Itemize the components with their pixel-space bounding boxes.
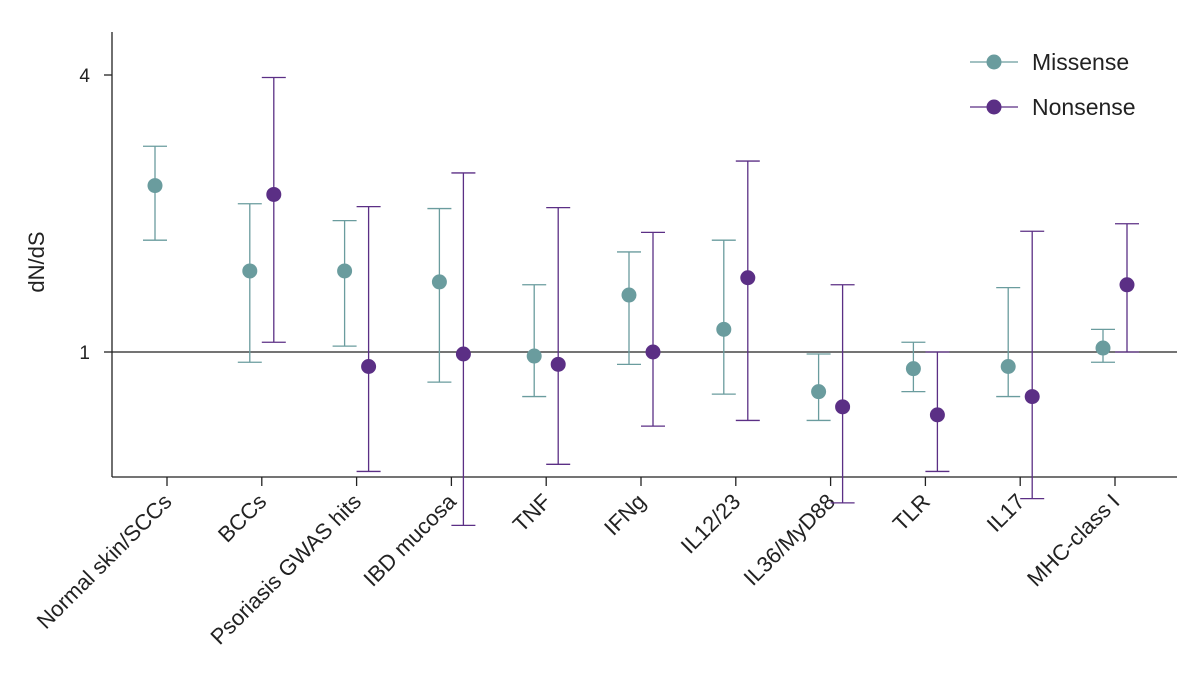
missense-point (526, 348, 542, 364)
nonsense-point (1024, 389, 1040, 405)
missense-point (431, 274, 447, 290)
legend-missense-label: Missense (1032, 49, 1129, 75)
missense-point (905, 361, 921, 377)
x-tick-label: IL12/23 (676, 489, 746, 559)
nonsense-point (550, 356, 566, 372)
x-tick-label: TNF (508, 489, 556, 537)
x-tick-label: TLR (888, 489, 935, 536)
missense-point (716, 321, 732, 337)
nonsense-point (361, 359, 377, 375)
legend-nonsense-marker (986, 99, 1002, 115)
y-tick-label: 1 (79, 343, 90, 364)
missense-point (147, 178, 163, 194)
missense-point (242, 263, 258, 279)
x-tick-label: IL17 (982, 489, 1030, 537)
x-tick-label: IL36/MyD88 (739, 489, 841, 591)
legend-missense-marker (986, 54, 1002, 70)
x-tick-label: IFNg (599, 489, 650, 540)
nonsense-point (740, 270, 756, 286)
missense-point (811, 384, 827, 400)
nonsense-point (929, 407, 945, 423)
missense-point (621, 287, 637, 303)
nonsense-point (645, 344, 661, 360)
x-tick-label: BCCs (213, 489, 271, 547)
data-marks (143, 76, 1139, 526)
missense-point (1095, 340, 1111, 356)
nonsense-point (1119, 277, 1135, 293)
missense-point (1000, 359, 1016, 375)
legend: Missense Nonsense (970, 49, 1136, 120)
x-tick-label: Normal skin/SCCs (32, 489, 177, 634)
x-tick-label: IBD mucosa (359, 488, 462, 591)
y-tick-label: 4 (79, 66, 90, 87)
nonsense-point (266, 186, 282, 202)
y-axis-title: dN/dS (24, 231, 49, 292)
x-tick-label: MHC-class I (1022, 489, 1124, 591)
nonsense-point (455, 346, 471, 362)
missense-point (337, 263, 353, 279)
legend-nonsense-label: Nonsense (1032, 94, 1136, 120)
nonsense-point (835, 399, 851, 415)
